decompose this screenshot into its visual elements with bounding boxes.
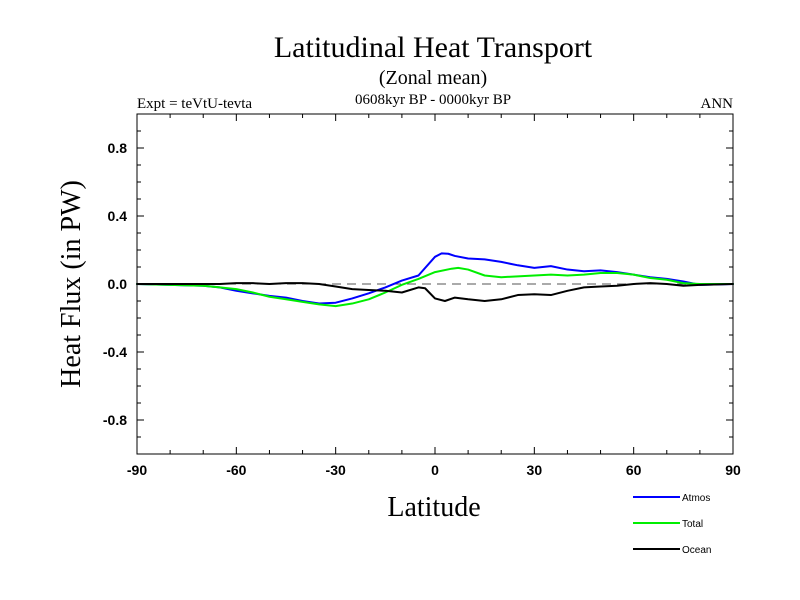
chart-subtitle: (Zonal mean)	[379, 67, 487, 89]
x-tick-label: -60	[226, 462, 246, 478]
experiment-label: Expt = teVtU-tevta	[137, 96, 252, 112]
y-tick-labels: -0.8 -0.4 0.0 0.4 0.8	[103, 140, 127, 428]
y-axis-label: Heat Flux (in PW)	[56, 180, 87, 388]
y-tick-label: 0.4	[108, 208, 128, 224]
y-tick-label: -0.8	[103, 412, 127, 428]
x-tick-label: 0	[431, 462, 439, 478]
x-tick-label: -90	[127, 462, 147, 478]
axis-ticks	[136, 114, 734, 454]
legend-label-total: Total	[682, 519, 703, 530]
x-tick-label: 90	[725, 462, 741, 478]
legend-label-atmos: Atmos	[682, 493, 710, 504]
y-tick-label: 0.8	[108, 140, 128, 156]
legend-label-ocean: Ocean	[682, 545, 711, 556]
x-tick-label: 60	[626, 462, 642, 478]
x-tick-labels: -90 -60 -30 0 30 60 90	[127, 462, 741, 478]
series-line-ocean	[136, 282, 734, 302]
series-line-total	[136, 266, 734, 308]
season-label: ANN	[701, 96, 734, 112]
series-lines	[136, 252, 734, 308]
time-range-label: 0608kyr BP - 0000kyr BP	[355, 92, 511, 108]
legend: Atmos Total Ocean	[633, 493, 711, 556]
y-tick-label: 0.0	[108, 276, 128, 292]
series-line-atmos	[136, 252, 734, 305]
x-tick-label: 30	[527, 462, 543, 478]
chart-title: Latitudinal Heat Transport	[274, 31, 593, 64]
x-axis-label: Latitude	[387, 492, 480, 523]
x-tick-label: -30	[326, 462, 346, 478]
y-tick-label: -0.4	[103, 344, 127, 360]
